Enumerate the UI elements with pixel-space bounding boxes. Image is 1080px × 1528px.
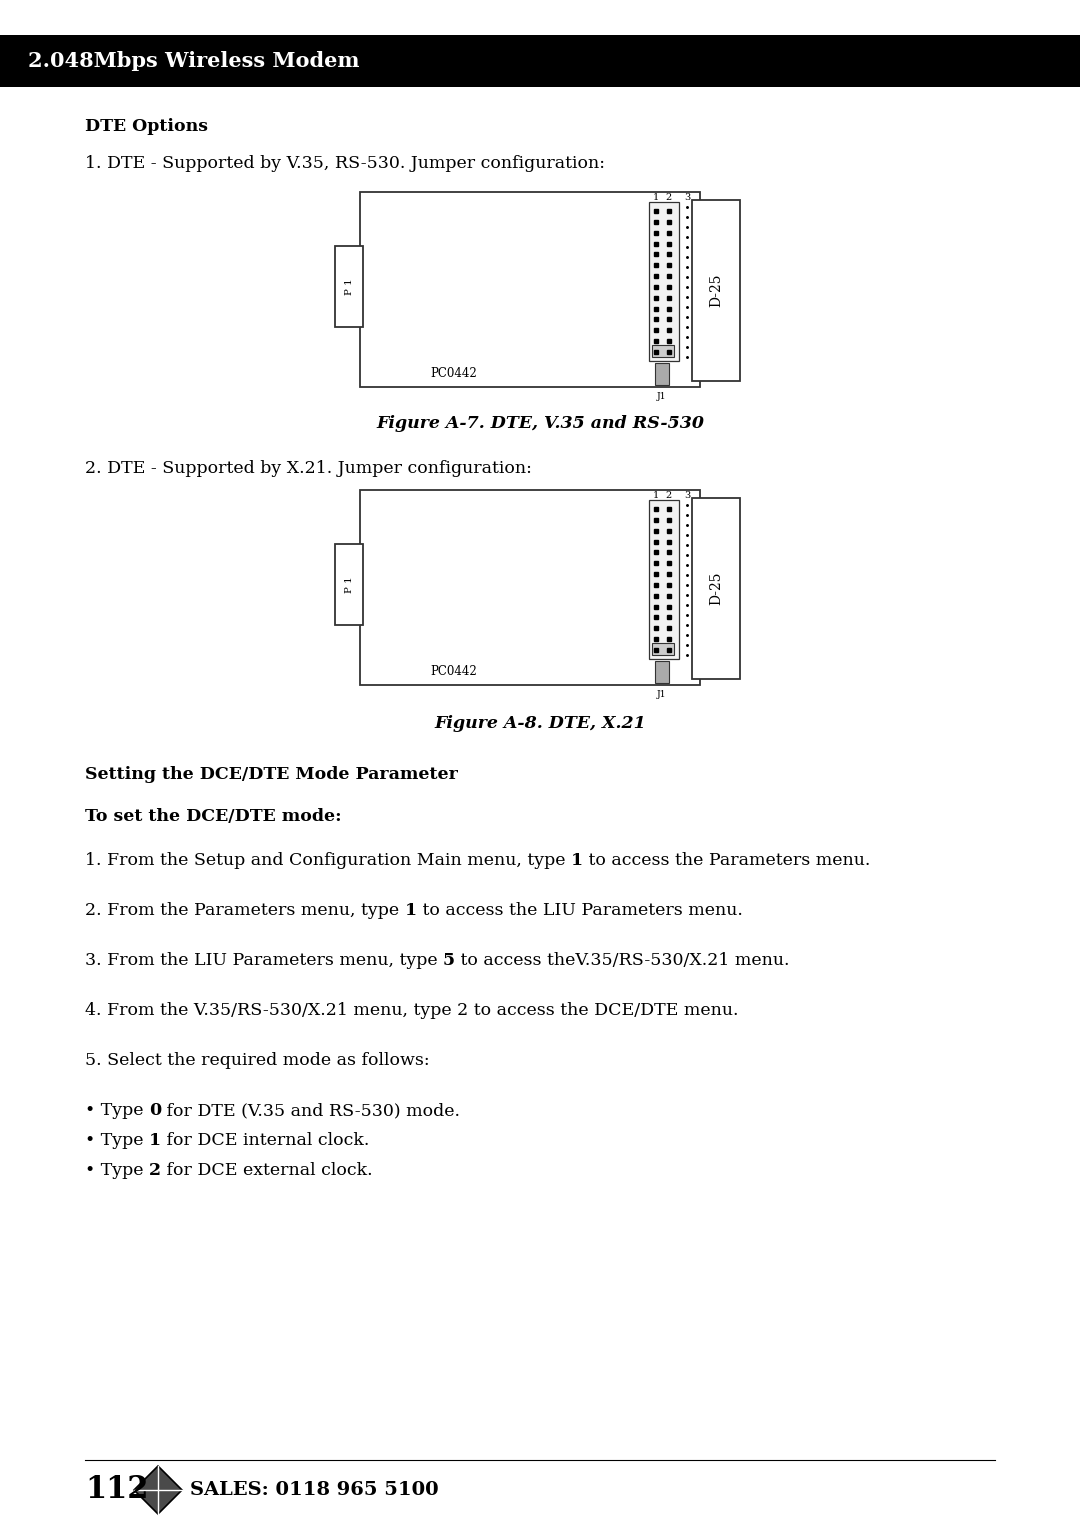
Bar bbox=[360, 490, 700, 685]
Bar bbox=[335, 246, 363, 327]
Bar bbox=[654, 662, 669, 683]
Text: to access the LIU Parameters menu.: to access the LIU Parameters menu. bbox=[417, 902, 743, 918]
Text: for DTE (V.35 and RS-530) mode.: for DTE (V.35 and RS-530) mode. bbox=[161, 1102, 460, 1118]
Text: 2: 2 bbox=[666, 490, 672, 500]
Text: 3: 3 bbox=[684, 490, 690, 500]
Text: 3. From the LIU Parameters menu, type: 3. From the LIU Parameters menu, type bbox=[85, 952, 443, 969]
Text: 2: 2 bbox=[666, 193, 672, 202]
Text: J1: J1 bbox=[658, 691, 666, 698]
Text: 5. Select the required mode as follows:: 5. Select the required mode as follows: bbox=[85, 1051, 430, 1070]
Text: 1: 1 bbox=[149, 1132, 161, 1149]
Polygon shape bbox=[134, 1465, 183, 1514]
Text: 1: 1 bbox=[653, 490, 659, 500]
Text: for DCE external clock.: for DCE external clock. bbox=[161, 1161, 373, 1180]
Bar bbox=[652, 643, 674, 656]
Text: DTE Options: DTE Options bbox=[85, 118, 208, 134]
Text: 1: 1 bbox=[571, 853, 583, 869]
Text: 1: 1 bbox=[653, 193, 659, 202]
Text: Figure A-7. DTE, V.35 and RS-530: Figure A-7. DTE, V.35 and RS-530 bbox=[376, 416, 704, 432]
Bar bbox=[360, 193, 700, 387]
Text: 2. DTE - Supported by X.21. Jumper configuration:: 2. DTE - Supported by X.21. Jumper confi… bbox=[85, 460, 531, 477]
Text: 4. From the V.35/RS-530/X.21 menu, type 2 to access the DCE/DTE menu.: 4. From the V.35/RS-530/X.21 menu, type … bbox=[85, 1002, 739, 1019]
Text: P 1: P 1 bbox=[345, 278, 353, 295]
Text: 3: 3 bbox=[684, 193, 690, 202]
Text: P 1: P 1 bbox=[345, 576, 353, 593]
Bar bbox=[692, 498, 740, 678]
Bar bbox=[335, 544, 363, 625]
Text: Figure A-8. DTE, X.21: Figure A-8. DTE, X.21 bbox=[434, 715, 646, 732]
Text: • Type: • Type bbox=[85, 1102, 149, 1118]
Text: 2: 2 bbox=[149, 1161, 161, 1180]
Bar bbox=[692, 200, 740, 380]
Text: PC0442: PC0442 bbox=[430, 367, 476, 380]
Text: D-25: D-25 bbox=[708, 274, 723, 307]
Bar bbox=[654, 364, 669, 385]
Text: D-25: D-25 bbox=[708, 571, 723, 605]
Text: To set the DCE/DTE mode:: To set the DCE/DTE mode: bbox=[85, 808, 341, 825]
Text: PC0442: PC0442 bbox=[430, 665, 476, 678]
Bar bbox=[649, 202, 679, 361]
Text: 112: 112 bbox=[85, 1475, 149, 1505]
Text: to access theV.35/RS-530/X.21 menu.: to access theV.35/RS-530/X.21 menu. bbox=[456, 952, 789, 969]
Text: 1. From the Setup and Configuration Main menu, type: 1. From the Setup and Configuration Main… bbox=[85, 853, 571, 869]
Text: 1: 1 bbox=[405, 902, 417, 918]
Text: 1. DTE - Supported by V.35, RS-530. Jumper configuration:: 1. DTE - Supported by V.35, RS-530. Jump… bbox=[85, 154, 605, 173]
Text: Setting the DCE/DTE Mode Parameter: Setting the DCE/DTE Mode Parameter bbox=[85, 766, 458, 782]
Text: • Type: • Type bbox=[85, 1132, 149, 1149]
Text: 2.048Mbps Wireless Modem: 2.048Mbps Wireless Modem bbox=[28, 50, 360, 70]
Text: SALES: 0118 965 5100: SALES: 0118 965 5100 bbox=[190, 1481, 438, 1499]
Text: 0: 0 bbox=[149, 1102, 161, 1118]
Text: to access the Parameters menu.: to access the Parameters menu. bbox=[583, 853, 870, 869]
Text: • Type: • Type bbox=[85, 1161, 149, 1180]
Text: J1: J1 bbox=[658, 393, 666, 400]
Text: for DCE internal clock.: for DCE internal clock. bbox=[161, 1132, 369, 1149]
Text: 2. From the Parameters menu, type: 2. From the Parameters menu, type bbox=[85, 902, 405, 918]
Bar bbox=[652, 345, 674, 358]
Text: 5: 5 bbox=[443, 952, 456, 969]
Bar bbox=[0, 35, 1080, 87]
Bar bbox=[649, 500, 679, 659]
